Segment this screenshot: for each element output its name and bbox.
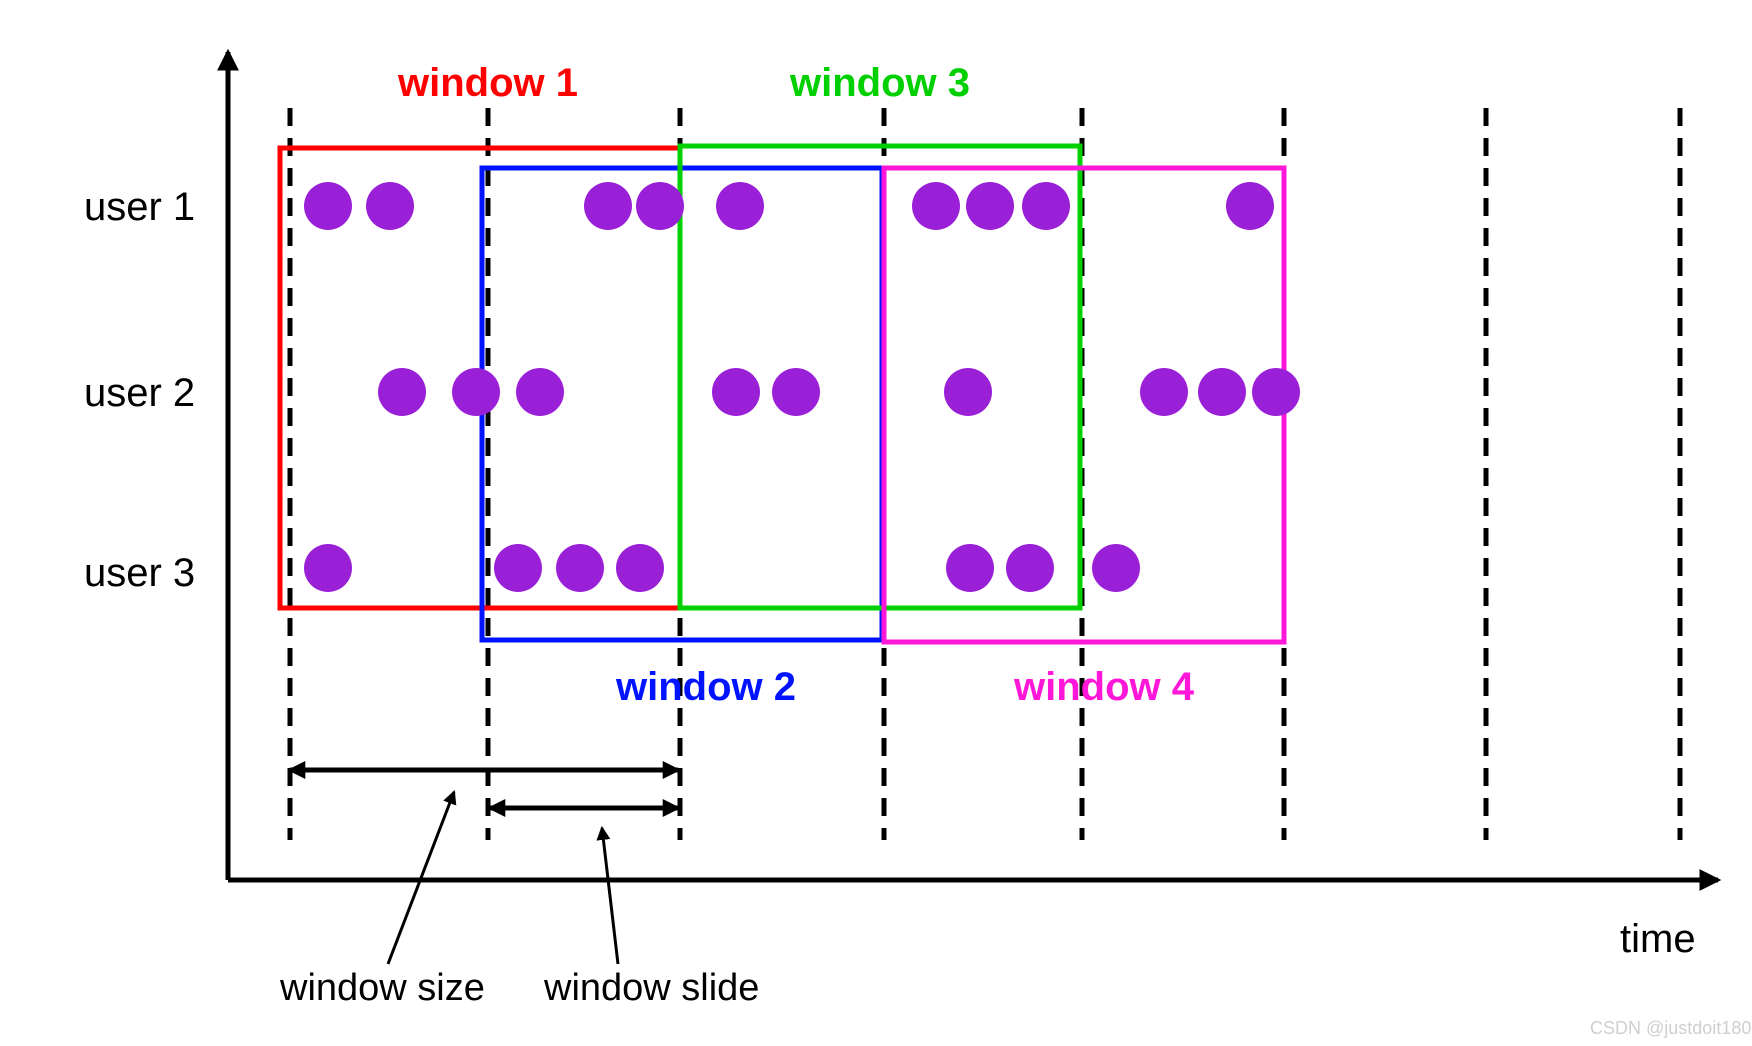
- event-dot-4: [716, 182, 764, 230]
- event-dot-0: [304, 182, 352, 230]
- event-dot-17: [1252, 368, 1300, 416]
- event-dot-18: [304, 544, 352, 592]
- event-dot-16: [1198, 368, 1246, 416]
- event-dot-2: [584, 182, 632, 230]
- user-label-user2: user 2: [84, 371, 195, 415]
- event-dot-5: [912, 182, 960, 230]
- event-dot-22: [946, 544, 994, 592]
- user-label-user3: user 3: [84, 551, 195, 595]
- event-dot-19: [494, 544, 542, 592]
- event-dot-15: [1140, 368, 1188, 416]
- x-axis-label: time: [1620, 917, 1696, 961]
- event-dot-3: [636, 182, 684, 230]
- window3-label: window 3: [789, 61, 970, 105]
- window2-label: window 2: [615, 665, 796, 709]
- event-dot-9: [378, 368, 426, 416]
- event-dot-6: [966, 182, 1014, 230]
- window-slide-label: window slide: [543, 967, 759, 1009]
- event-dot-14: [944, 368, 992, 416]
- event-dot-8: [1226, 182, 1274, 230]
- user-label-user1: user 1: [84, 185, 195, 229]
- window4-label: window 4: [1013, 665, 1195, 709]
- event-dot-20: [556, 544, 604, 592]
- event-dot-11: [516, 368, 564, 416]
- window1-label: window 1: [397, 61, 578, 105]
- event-dot-1: [366, 182, 414, 230]
- event-dot-7: [1022, 182, 1070, 230]
- event-dot-13: [772, 368, 820, 416]
- event-dot-10: [452, 368, 500, 416]
- window-size-label: window size: [279, 967, 485, 1009]
- event-dot-23: [1006, 544, 1054, 592]
- watermark: CSDN @justdoit180: [1590, 1018, 1751, 1038]
- event-dot-21: [616, 544, 664, 592]
- event-dot-24: [1092, 544, 1140, 592]
- event-dot-12: [712, 368, 760, 416]
- window-slide-pointer: [602, 828, 618, 964]
